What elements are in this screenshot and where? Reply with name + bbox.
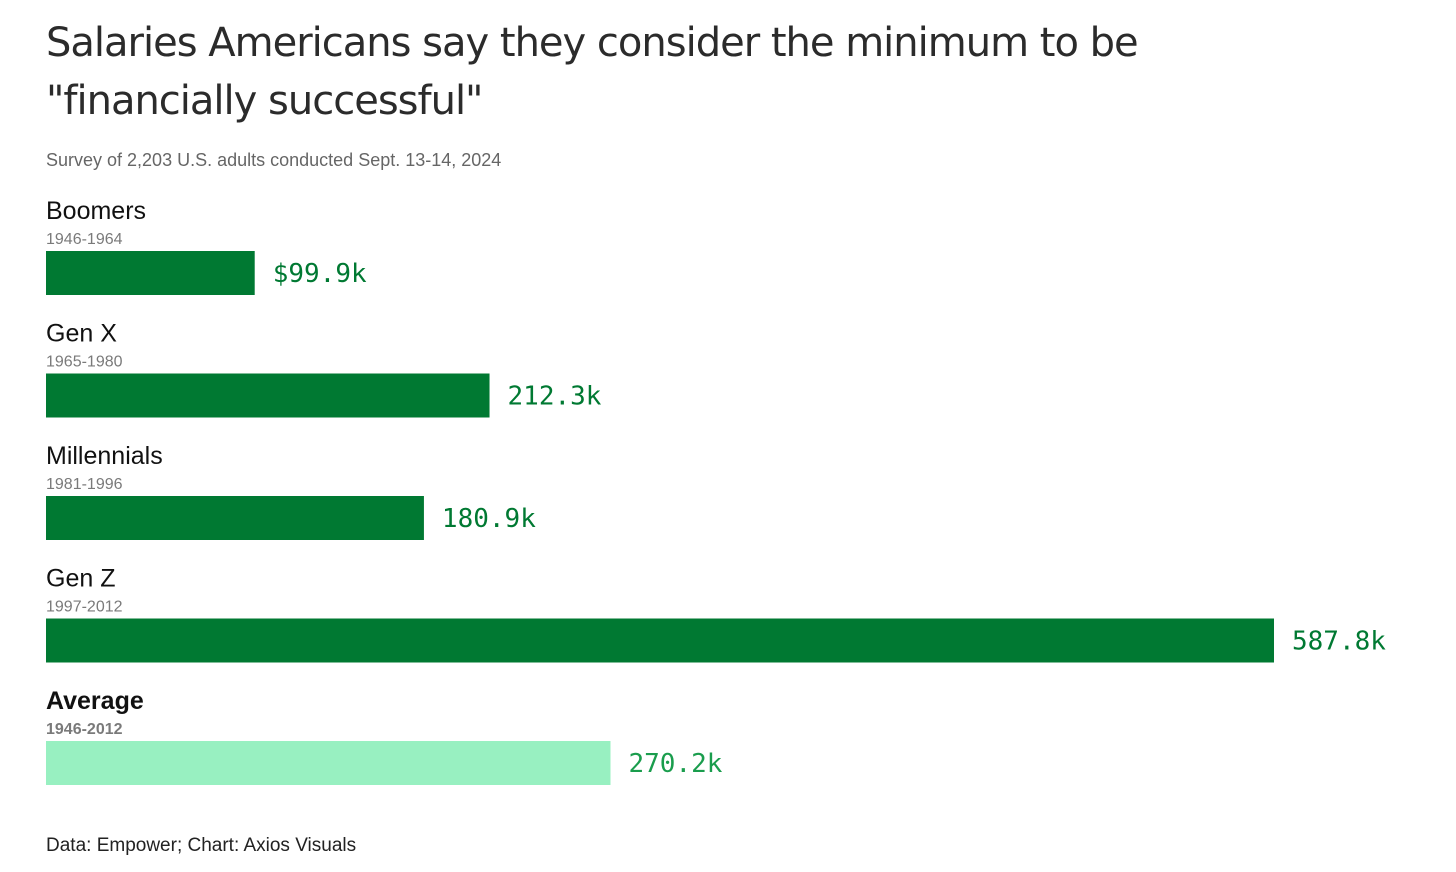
category-label: Millennials bbox=[46, 442, 163, 470]
bar-value-label: 180.9k bbox=[442, 504, 536, 534]
category-label: Gen X bbox=[46, 320, 117, 348]
category-label: Boomers bbox=[46, 197, 146, 225]
chart-title: Salaries Americans say they consider the… bbox=[46, 20, 1139, 124]
category-label: Gen Z bbox=[46, 565, 115, 593]
bar-value-label: $99.9k bbox=[273, 259, 367, 289]
category-label: Average bbox=[46, 687, 144, 715]
bar bbox=[46, 251, 255, 295]
bar-value-label: 270.2k bbox=[628, 749, 722, 779]
category-years-label: 1946-1964 bbox=[46, 231, 123, 248]
bar bbox=[46, 618, 1274, 663]
chart-source: Data: Empower; Chart: Axios Visuals bbox=[46, 835, 357, 856]
bar bbox=[46, 496, 424, 540]
category-years-label: 1965-1980 bbox=[46, 354, 123, 371]
bar bbox=[46, 373, 490, 418]
bar-value-label: 587.8k bbox=[1292, 627, 1386, 657]
chart-subtitle: Survey of 2,203 U.S. adults conducted Se… bbox=[46, 150, 502, 170]
category-years-label: 1981-1996 bbox=[46, 476, 123, 493]
category-years-label: 1946-2012 bbox=[46, 721, 123, 738]
bar bbox=[46, 741, 611, 785]
category-years-label: 1997-2012 bbox=[46, 599, 123, 616]
bar-value-label: 212.3k bbox=[508, 382, 602, 412]
